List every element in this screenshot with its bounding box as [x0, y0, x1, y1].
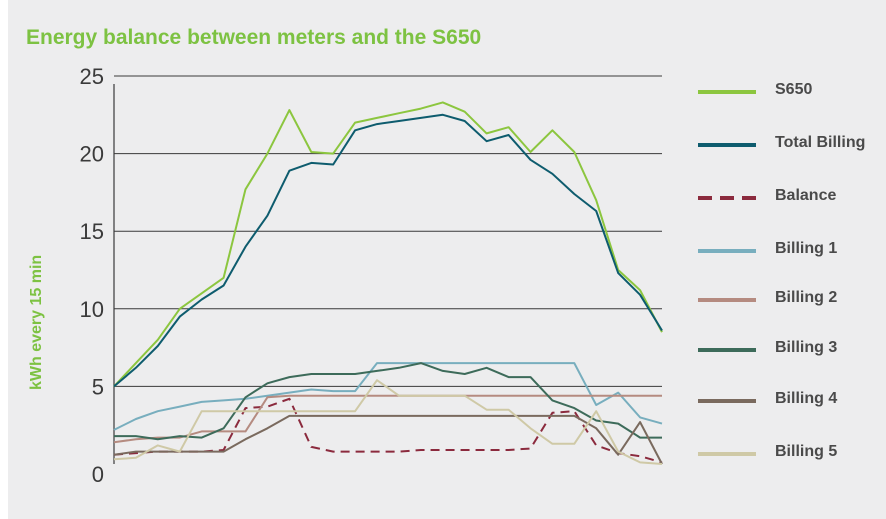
legend-label: Billing 3 — [775, 339, 837, 356]
chart-title: Energy balance between meters and the S6… — [26, 26, 482, 49]
series-line-billing-2 — [113, 394, 662, 444]
series-line-s650 — [113, 101, 663, 388]
gridlines — [114, 75, 662, 387]
legend-label: Total Billing — [775, 134, 865, 151]
series-line-billing-5 — [113, 379, 663, 465]
series-line-total-billing — [113, 113, 663, 388]
legend-label: Balance — [775, 187, 836, 204]
y-tick-label: 5 — [92, 374, 104, 399]
legend-label: Billing 4 — [775, 390, 837, 407]
series-line-billing-1 — [113, 362, 663, 431]
series-line-billing-3 — [114, 362, 662, 441]
legend-label: Billing 2 — [775, 289, 837, 306]
y-tick-label: 20 — [80, 142, 104, 167]
chart-panel — [8, 0, 886, 519]
series-line-billing-4 — [113, 414, 663, 465]
legend: S650 Total Billing Balance Billing 1 Billing… — [698, 81, 865, 460]
legend-label: S650 — [775, 81, 812, 98]
y-axis: 0 5 10 15 20 25 — [80, 64, 115, 487]
y-tick-label: 10 — [80, 297, 104, 322]
legend-label: Billing 1 — [775, 240, 837, 257]
y-tick-label: 0 — [92, 462, 104, 487]
y-tick-label: 25 — [80, 64, 104, 89]
y-tick-label: 15 — [80, 219, 104, 244]
series-lines — [113, 101, 663, 465]
legend-label: Billing 5 — [775, 443, 837, 460]
series-line-balance — [113, 397, 663, 464]
